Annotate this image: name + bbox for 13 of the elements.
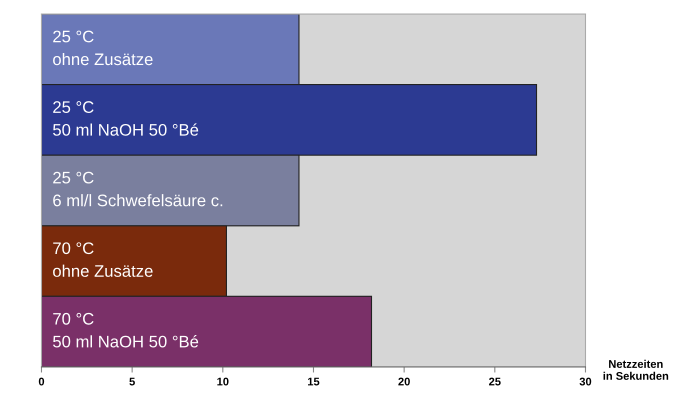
- x-tick-label: 0: [38, 378, 44, 386]
- x-tick-label: 15: [308, 378, 320, 386]
- x-tick-label: 5: [129, 378, 135, 386]
- y-tick-label: 25 °C 50 ml NaOH 50 °Bé: [53, 101, 198, 136]
- y-tick-label: 70 °C 50 ml NaOH 50 °Bé: [53, 312, 198, 348]
- x-axis-title: Netzzeiten in Sekunden: [604, 360, 668, 380]
- y-tick-label: 70 °C ohne Zusätze: [53, 242, 153, 277]
- y-tick-label: 25 °C ohne Zusätze: [53, 30, 153, 66]
- x-tick-label: 20: [398, 378, 410, 386]
- x-tick-label: 30: [580, 378, 592, 386]
- x-tick-label: 10: [217, 378, 229, 386]
- x-tick-label: 25: [489, 378, 501, 386]
- y-tick-label: 25 °C 6 ml/l Schwefelsäure c.: [53, 172, 222, 206]
